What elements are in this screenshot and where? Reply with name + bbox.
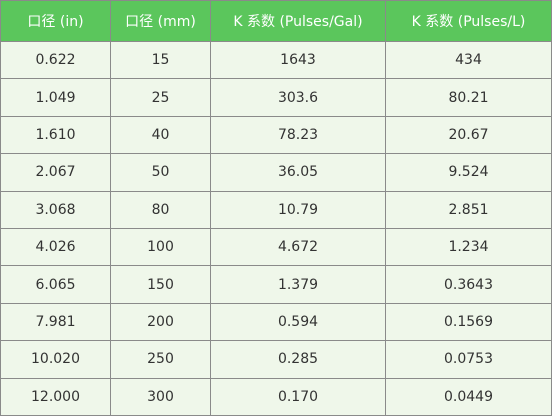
table-cell: 100: [110, 227, 211, 267]
table-row: 7.981 200 0.594 0.1569: [0, 302, 552, 342]
table-row: 3.068 80 10.79 2.851: [0, 190, 552, 229]
table-cell: 9.524: [385, 153, 552, 192]
table-cell: 2.851: [385, 190, 552, 229]
table-row: 0.622 15 1643 434: [0, 40, 552, 80]
table-cell: 80: [110, 190, 211, 229]
table-row: 1.049 25 303.6 80.21: [0, 78, 552, 117]
table-cell: 12.000: [0, 377, 111, 416]
table-row: 6.065 150 1.379 0.3643: [0, 265, 552, 304]
table-cell: 2.067: [0, 153, 111, 192]
table-cell: 4.026: [0, 227, 111, 267]
header-cell: 口径 (mm): [110, 0, 211, 42]
table-body: 0.622 15 1643 434 1.049 25 303.6 80.21 1.610 40 78…: [0, 40, 552, 416]
table-cell: 434: [385, 40, 552, 80]
table-cell: 200: [110, 302, 211, 342]
table-cell: 36.05: [210, 153, 386, 192]
table-cell: 20.67: [385, 115, 552, 155]
table-cell: 1.610: [0, 115, 111, 155]
table-cell: 250: [110, 340, 211, 379]
table-cell: 4.672: [210, 227, 386, 267]
table-cell: 7.981: [0, 302, 111, 342]
table-cell: 25: [110, 78, 211, 117]
table-cell: 1643: [210, 40, 386, 80]
table-cell: 80.21: [385, 78, 552, 117]
table-cell: 15: [110, 40, 211, 80]
table-row: 4.026 100 4.672 1.234: [0, 227, 552, 267]
table-cell: 303.6: [210, 78, 386, 117]
table-cell: 0.0753: [385, 340, 552, 379]
table-cell: 0.594: [210, 302, 386, 342]
table-cell: 78.23: [210, 115, 386, 155]
table-cell: 150: [110, 265, 211, 304]
table-cell: 0.170: [210, 377, 386, 416]
table-cell: 0.622: [0, 40, 111, 80]
table-cell: 6.065: [0, 265, 111, 304]
table-cell: 1.379: [210, 265, 386, 304]
table-row: 2.067 50 36.05 9.524: [0, 153, 552, 192]
table-cell: 300: [110, 377, 211, 416]
header-cell: K 系数 (Pulses/L): [385, 0, 552, 42]
table-cell: 50: [110, 153, 211, 192]
table-cell: 1.049: [0, 78, 111, 117]
table-row: 10.020 250 0.285 0.0753: [0, 340, 552, 379]
table-row: 1.610 40 78.23 20.67: [0, 115, 552, 155]
table-cell: 40: [110, 115, 211, 155]
table-cell: 1.234: [385, 227, 552, 267]
table-row: 12.000 300 0.170 0.0449: [0, 377, 552, 416]
header-row: 口径 (in) 口径 (mm) K 系数 (Pulses/Gal) K 系数 (Pul…: [0, 0, 552, 42]
table-cell: 10.79: [210, 190, 386, 229]
table-cell: 10.020: [0, 340, 111, 379]
header-cell: K 系数 (Pulses/Gal): [210, 0, 386, 42]
table-cell: 3.068: [0, 190, 111, 229]
header-cell: 口径 (in): [0, 0, 111, 42]
table-cell: 0.0449: [385, 377, 552, 416]
table-cell: 0.285: [210, 340, 386, 379]
table-cell: 0.1569: [385, 302, 552, 342]
table-cell: 0.3643: [385, 265, 552, 304]
